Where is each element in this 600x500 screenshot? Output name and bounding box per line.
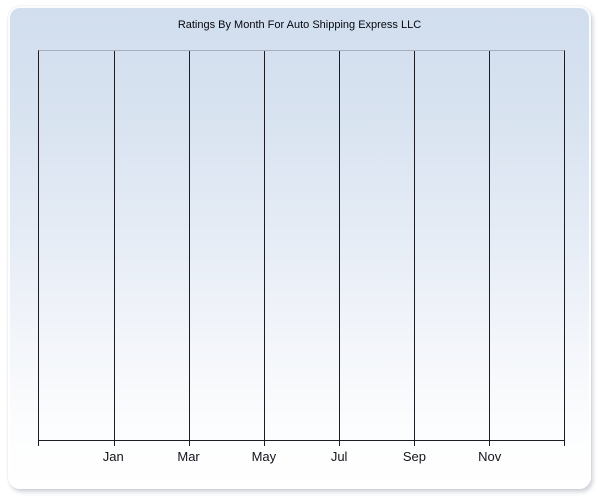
vertical-gridline bbox=[489, 51, 490, 440]
x-axis-tick bbox=[414, 440, 415, 446]
plot-area bbox=[38, 50, 565, 446]
vertical-gridline bbox=[264, 51, 265, 440]
vertical-gridline bbox=[414, 51, 415, 440]
x-axis-tick bbox=[38, 440, 39, 446]
x-axis-tick bbox=[114, 440, 115, 446]
vertical-gridline bbox=[189, 51, 190, 440]
x-axis-tick bbox=[564, 440, 565, 446]
x-axis-label-nov: Nov bbox=[478, 449, 502, 464]
x-axis-tick bbox=[264, 440, 265, 446]
x-axis-labels: Jan Mar May Jul Sep Nov bbox=[38, 449, 565, 465]
x-axis-label-jan: Jan bbox=[102, 449, 124, 464]
vertical-gridline bbox=[339, 51, 340, 440]
x-axis-label-jul: Jul bbox=[330, 449, 348, 464]
x-axis-tick bbox=[339, 440, 340, 446]
vertical-gridline bbox=[114, 51, 115, 440]
x-axis-label-may: May bbox=[251, 449, 277, 464]
chart-panel: Ratings By Month For Auto Shipping Expre… bbox=[8, 6, 591, 489]
chart-title: Ratings By Month For Auto Shipping Expre… bbox=[177, 19, 422, 31]
x-axis-label-sep: Sep bbox=[402, 449, 426, 464]
x-axis-label-mar: Mar bbox=[177, 449, 200, 464]
x-axis-tick bbox=[489, 440, 490, 446]
x-axis-tick bbox=[189, 440, 190, 446]
